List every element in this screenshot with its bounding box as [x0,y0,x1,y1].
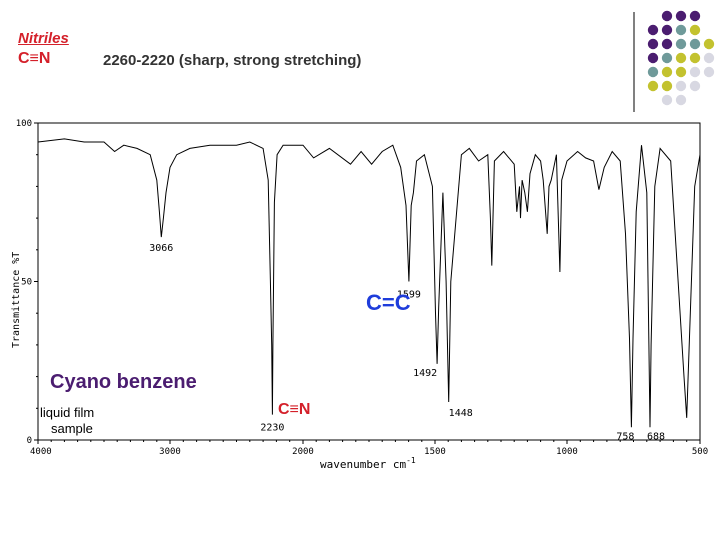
decorative-dot [703,66,715,78]
x-axis-title-sup: -1 [406,456,416,465]
compound-name: Cyano benzene [50,371,197,393]
decorative-dot [661,10,673,22]
decorative-dot [647,52,659,64]
decorative-dot [689,52,701,64]
peak-label-758: 758 [616,431,634,442]
decorative-dot [675,24,687,36]
functional-group-label: C≡N [18,50,51,67]
sample-note-line2: sample [51,421,93,436]
decorative-dot [689,10,701,22]
decorative-dot [647,80,659,92]
decorative-dot [675,80,687,92]
peak-labels: 3066 2230 1599 1492 1448 758 688 [149,243,665,442]
peak-label-3066: 3066 [149,243,173,254]
x-tick-label: 2000 [292,447,314,457]
x-tick-label: 3000 [159,447,181,457]
decorative-dot [647,66,659,78]
x-tick-label: 1500 [424,447,446,457]
decorative-dot [661,66,673,78]
decorative-dot [675,94,687,106]
peak-label-2230: 2230 [260,423,284,434]
x-tick-label: 4000 [30,447,52,457]
decorative-dot [661,38,673,50]
cn-annotation: C≡N [278,401,311,418]
x-axis-title: wavenumber cm-1 [320,456,416,471]
decorative-dot [689,80,701,92]
decorative-dot [703,38,715,50]
peak-label-688: 688 [647,431,665,442]
peak-label-1492: 1492 [413,368,437,379]
peak-label-1448: 1448 [449,408,473,419]
y-tick-label: 100 [16,119,32,129]
y-tick-label: 0 [27,436,32,446]
decorative-dot [661,80,673,92]
decorative-dot [647,24,659,36]
x-tick-label: 1000 [556,447,578,457]
decorative-dot [675,10,687,22]
y-axis-ticks: 100 50 0 [16,119,38,446]
decorative-dot [689,66,701,78]
cc-annotation: C=C [366,290,411,315]
decorative-dot [661,52,673,64]
decorative-dot [689,38,701,50]
decorative-dot-grid [647,10,715,106]
decorative-dot [647,38,659,50]
y-tick-label: 50 [21,278,32,288]
spectrum-line [37,138,701,428]
section-title: Nitriles [18,30,69,47]
x-tick-label: 500 [692,447,708,457]
decorative-dot [661,24,673,36]
range-description: 2260-2220 (sharp, strong stretching) [103,52,362,69]
decorative-dot [703,52,715,64]
peak-label-1599: 1599 [397,290,421,301]
decorative-dot [675,38,687,50]
decorative-dot [675,66,687,78]
x-axis-ticks: 4000 3000 2000 1500 1000 500 [30,440,708,457]
decorative-dot [689,24,701,36]
sample-note-line1: liquid film [40,405,95,420]
decorative-dot [661,94,673,106]
decorative-dot [675,52,687,64]
y-axis-title: Transmittance %T [11,252,22,348]
x-axis-title-text: wavenumber cm [320,458,406,471]
